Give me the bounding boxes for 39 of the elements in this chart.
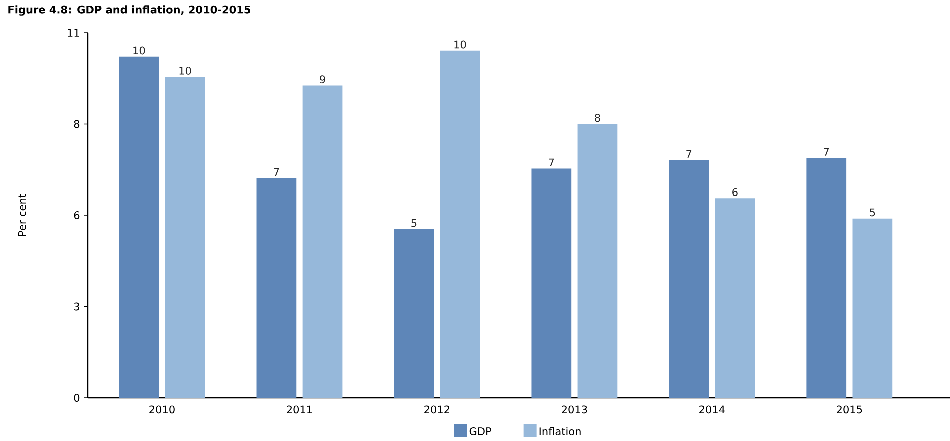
- data-label: 5: [870, 208, 876, 217]
- data-label: 10: [134, 46, 146, 55]
- x-tick-label: 2014: [700, 406, 725, 414]
- data-label: 10: [180, 66, 192, 75]
- y-tick-label: 6: [74, 212, 80, 220]
- bar: [440, 50, 480, 398]
- chart-title: Figure 4.8: GDP and inflation, 2010-2015: [8, 6, 251, 16]
- legend-label: Inflation: [540, 427, 581, 436]
- y-tick-label: 0: [74, 394, 80, 402]
- y-tick-label: 8: [74, 120, 80, 128]
- x-tick-label: 2010: [150, 406, 175, 414]
- y-tick-label: 11: [68, 29, 80, 37]
- bar: [715, 198, 756, 398]
- data-label: 8: [595, 114, 600, 122]
- x-tick-label: 2011: [287, 406, 312, 414]
- x-tick-label: 2013: [562, 406, 588, 414]
- bar: [852, 218, 893, 398]
- y-tick-label: 3: [74, 302, 80, 311]
- y-axis-title: Per cent: [18, 194, 26, 236]
- bar: [394, 229, 434, 398]
- bar: [806, 158, 847, 398]
- x-tick-label: 2015: [837, 406, 862, 414]
- data-label: 7: [824, 148, 830, 156]
- data-label: 9: [320, 76, 326, 84]
- bar: [256, 178, 297, 398]
- bar: [532, 168, 572, 398]
- data-label: 5: [412, 219, 417, 228]
- bar: [669, 160, 710, 398]
- data-label: 10: [454, 40, 466, 49]
- bar: [165, 77, 206, 398]
- legend-label: GDP: [470, 428, 492, 436]
- bar: [119, 56, 160, 398]
- data-label: 7: [686, 150, 692, 158]
- data-label: 6: [732, 188, 738, 196]
- x-tick-label: 2012: [424, 406, 450, 414]
- bar: [578, 124, 618, 398]
- data-label: 7: [549, 158, 554, 167]
- data-label: 7: [274, 168, 280, 176]
- bar: [302, 86, 343, 398]
